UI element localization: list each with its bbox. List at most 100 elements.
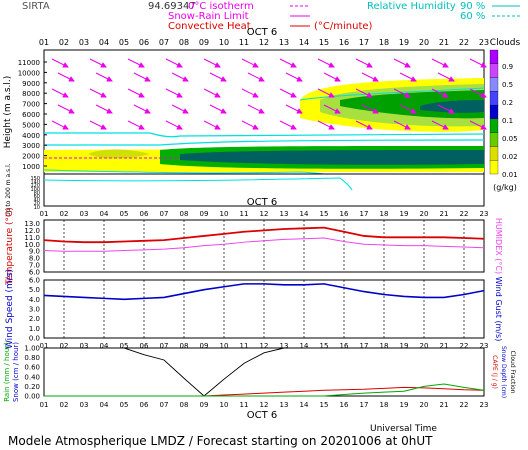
wind-grid	[63, 280, 465, 338]
top-hour-label: 08	[179, 38, 189, 47]
top-hour-label: 20	[419, 38, 429, 47]
top-hour-label: 18	[379, 38, 389, 47]
colorbar-swatch	[489, 132, 499, 147]
wind-arrow	[317, 58, 335, 68]
cloud-y-ticks: 11000 10000 9000 8000 7000 6000 5000 4000 3000 20…	[18, 59, 47, 171]
mid-hour-label: 03	[80, 210, 89, 218]
bottom-hour-axis: 01 02 03 04 05 06 07 08 09 10 11 12 13 14 15 16 17 18 19 20…	[40, 401, 489, 409]
top-hour-label: 05	[119, 38, 129, 47]
y-tick-label: 0.0	[29, 335, 40, 343]
humidity-60-label: 60 %	[460, 11, 485, 22]
bottom-hour-label: 02	[60, 401, 69, 409]
low-hour-label: 08	[180, 342, 189, 350]
low-hour-label: 14	[300, 342, 309, 350]
wind-y-label: Wind Speed (m/s)	[5, 269, 15, 349]
top-hour-label: 04	[99, 38, 109, 47]
y-tick-label: 0.60	[24, 364, 40, 372]
y-tick-label: 0.80	[24, 354, 40, 362]
wind-y-ticks: 6.05.0 4.0 3.02.0 1.0 0.0	[29, 277, 40, 343]
wind-arrow	[279, 120, 297, 130]
cloud-y-tick-label: 5000	[22, 121, 40, 129]
y-tick-label: 6.0	[29, 269, 40, 277]
wind-arrow	[171, 104, 189, 114]
bottom-hour-label: 15	[320, 401, 329, 409]
rain-series-line	[44, 383, 485, 397]
cloud-lower-y-tick-label: 80	[34, 190, 40, 196]
cloud-fraction-y-label: Cloud Fraction	[509, 351, 516, 394]
wind-arrow	[317, 120, 335, 130]
wind-arrows	[51, 58, 487, 130]
wind-arrow	[89, 58, 107, 68]
mid-hour-label: 14	[300, 210, 309, 218]
mid-hour-label: 08	[180, 210, 189, 218]
bottom-hour-label: 05	[120, 401, 129, 409]
wind-arrow	[241, 88, 259, 98]
humidity-legend-label: Relative Humidity	[367, 1, 456, 12]
wind-arrow	[469, 58, 487, 68]
mid-hour-label: 17	[360, 210, 369, 218]
wind-arrow	[203, 88, 221, 98]
wind-arrow	[127, 88, 145, 98]
low-hour-label: 15	[320, 342, 329, 350]
wind-arrow	[317, 88, 335, 98]
top-hour-label: 15	[319, 38, 329, 47]
y-tick-label: 8.0	[29, 255, 40, 263]
mid-hour-label: 22	[460, 210, 469, 218]
humidity-contour-upper	[299, 87, 485, 101]
station-name: SIRTA	[22, 1, 50, 12]
bottom-hour-label: 18	[380, 401, 389, 409]
y-tick-label: 6.0	[29, 277, 40, 285]
wind-arrow	[51, 58, 69, 68]
bottom-hour-label: 13	[280, 401, 289, 409]
wind-arrow	[355, 120, 373, 130]
low-hour-label: 01	[40, 342, 49, 350]
top-hour-label: 09	[199, 38, 209, 47]
wind-arrow	[431, 120, 449, 130]
temperature-series-line	[43, 226, 485, 244]
wind-arrow	[127, 120, 145, 130]
low-hour-label: 23	[480, 342, 489, 350]
mid-hour-label: 11	[240, 210, 249, 218]
top-hour-label: 03	[79, 38, 89, 47]
cloud-y-label-lower: Up to 200 m a.s.l.	[5, 163, 12, 216]
low-hour-label: 20	[420, 342, 429, 350]
mid-hour-label: 13	[280, 210, 289, 218]
wind-arrow	[89, 88, 107, 98]
colorbar-tick-label: 0.2	[502, 99, 513, 107]
wind-arrow	[165, 88, 183, 98]
mid-hour-axis: 01 02 03 04 05 06 07 08 09 10 11 12 13 14 15 16 17 18 19 20…	[40, 210, 489, 218]
top-hour-label: 12	[259, 38, 269, 47]
top-hour-label: 16	[339, 38, 349, 47]
wind-arrow	[171, 72, 189, 82]
wind-arrow	[431, 88, 449, 98]
wind-arrow	[431, 58, 449, 68]
wind-arrow	[285, 104, 303, 114]
bottom-hour-label: 22	[460, 401, 469, 409]
top-hour-label: 06	[139, 38, 149, 47]
wind-arrow	[361, 104, 379, 114]
bottom-hour-label: 14	[300, 401, 309, 409]
rain-date-label-bottom: OCT 6	[247, 410, 278, 421]
cloud-lower-y-tick-label: 40	[34, 198, 40, 204]
humidex-series-line	[43, 237, 485, 252]
wind-arrow	[399, 104, 417, 114]
cloud-lower-y-tick-label: 10	[34, 205, 40, 211]
low-hour-label: 22	[460, 342, 469, 350]
bottom-hour-label: 01	[40, 401, 49, 409]
humidity-90-label: 90 %	[460, 1, 485, 12]
wind-arrow	[203, 120, 221, 130]
mid-hour-label: 06	[140, 210, 149, 218]
bottom-hour-label: 20	[420, 401, 429, 409]
cloud-y-tick-label: 9000	[22, 80, 40, 88]
wind-arrow	[323, 72, 341, 82]
snow-y-label: Snow (cm / hour)	[12, 342, 20, 402]
bottom-hour-label: 19	[400, 401, 409, 409]
bottom-hour-label: 12	[260, 401, 269, 409]
convective-legend-label: Convective Heat.	[168, 21, 254, 32]
colorbar-title: Clouds	[490, 38, 521, 48]
wind-arrow	[89, 120, 107, 130]
cloud-y-tick-label: 2000	[22, 153, 40, 161]
wind-arrow	[469, 88, 487, 98]
